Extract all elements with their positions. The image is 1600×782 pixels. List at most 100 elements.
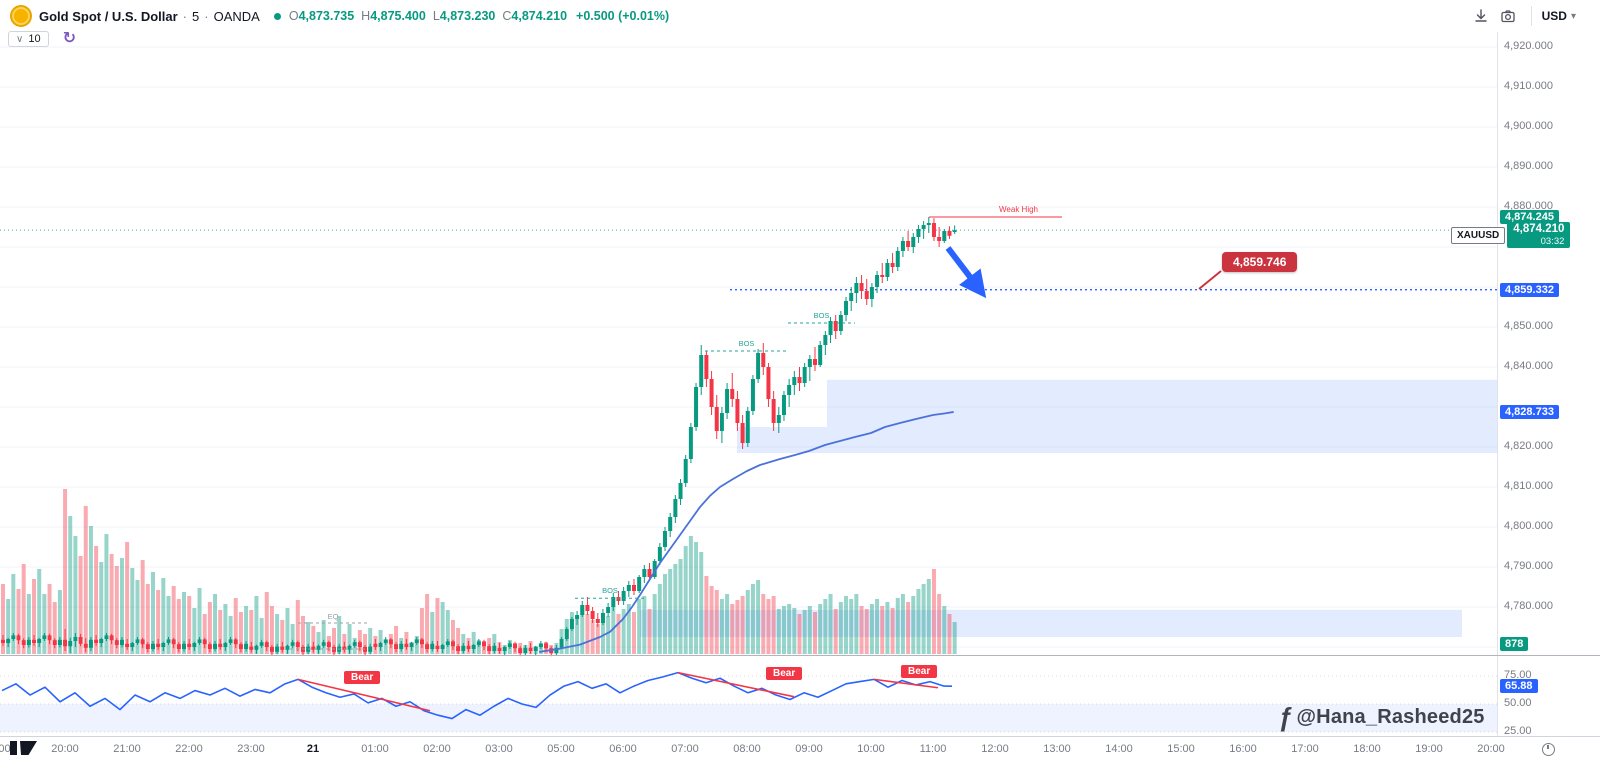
price-target-callout[interactable]: 4,859.746 bbox=[1222, 252, 1298, 272]
price-tick: 4,810.000 bbox=[1504, 480, 1553, 492]
time-axis[interactable]: :00 20:00 21:00 22:00 23:00 21 01:00 02:00 03:00… bbox=[0, 736, 1600, 782]
bear-label: Bear bbox=[344, 671, 381, 684]
candle-body bbox=[544, 643, 549, 649]
clock-icon[interactable] bbox=[1542, 743, 1555, 756]
close-value: 4,874.210 bbox=[511, 9, 568, 23]
volume-bar bbox=[435, 598, 440, 654]
volume-bar bbox=[818, 604, 823, 654]
time-label: 18:00 bbox=[1353, 743, 1381, 755]
time-label: 08:00 bbox=[733, 743, 761, 755]
volume-bar bbox=[425, 594, 430, 654]
tradingview-logo-icon[interactable] bbox=[10, 738, 40, 763]
camera-snapshot-icon[interactable] bbox=[1496, 4, 1520, 28]
volume-bar bbox=[130, 568, 135, 654]
volume-bar bbox=[771, 596, 776, 654]
volume-bar bbox=[580, 608, 585, 654]
price-axis[interactable]: 4,920.000 4,910.000 4,900.000 4,890.000 4,88… bbox=[1497, 32, 1600, 737]
volume-bar bbox=[781, 606, 786, 654]
candle-body bbox=[606, 607, 611, 613]
time-label: 19:00 bbox=[1415, 743, 1443, 755]
candle-body bbox=[171, 639, 176, 645]
candle-body bbox=[637, 577, 642, 591]
candle-body bbox=[440, 645, 445, 649]
candle-body bbox=[916, 229, 921, 237]
volume-bar bbox=[657, 584, 662, 654]
pane-separator[interactable] bbox=[0, 655, 1600, 656]
symbol-title[interactable]: Gold Spot / U.S. Dollar bbox=[39, 8, 178, 24]
volume-bar bbox=[885, 602, 890, 654]
candle-body bbox=[657, 547, 662, 561]
volume-bar bbox=[626, 604, 631, 654]
candle-body bbox=[450, 641, 455, 647]
bar-countdown-timer: 03:32 bbox=[1540, 236, 1565, 247]
volume-bar bbox=[807, 606, 812, 654]
candle-body bbox=[357, 642, 362, 647]
volume-bar bbox=[911, 596, 916, 654]
exchange-label[interactable]: OANDA bbox=[213, 8, 260, 24]
volume-bar bbox=[192, 608, 197, 654]
time-label: 23:00 bbox=[237, 743, 265, 755]
volume-bar bbox=[337, 616, 342, 654]
volume-bar bbox=[931, 569, 936, 654]
candle-body bbox=[430, 643, 435, 649]
candle-body bbox=[202, 639, 207, 645]
candle-body bbox=[802, 367, 807, 383]
collapsed-indicators-toggle[interactable]: ∨ 10 bbox=[8, 31, 49, 47]
annotations-layer[interactable]: Weak High BOS BOS BOS EQ bbox=[290, 205, 1222, 650]
ma-value-chip: 4,828.733 bbox=[1500, 405, 1559, 419]
candle-body bbox=[611, 597, 616, 607]
candle-body bbox=[26, 639, 31, 645]
candle-body bbox=[68, 641, 73, 647]
candle-body bbox=[895, 251, 900, 267]
close-label: C bbox=[502, 9, 512, 23]
candle-body bbox=[942, 231, 947, 241]
candle-body bbox=[600, 613, 605, 623]
candle-body bbox=[218, 643, 223, 647]
price-tick: 4,920.000 bbox=[1504, 40, 1553, 52]
rsi-pane-layer bbox=[0, 671, 1497, 733]
time-label: 13:00 bbox=[1043, 743, 1071, 755]
candle-body bbox=[688, 427, 693, 459]
volume-bar bbox=[937, 594, 942, 654]
currency-selector[interactable]: USD ▾ bbox=[1530, 6, 1586, 26]
drawn-arrow[interactable] bbox=[945, 246, 987, 299]
candle-body bbox=[797, 377, 802, 383]
candle-body bbox=[16, 635, 21, 641]
bear-label: Bear bbox=[901, 665, 938, 678]
volume-bar bbox=[311, 626, 316, 654]
candle-body bbox=[756, 353, 761, 379]
candle-body bbox=[900, 241, 905, 251]
top-toolbar: Gold Spot / U.S. Dollar · 5 · OANDA O4,8… bbox=[0, 0, 1600, 32]
volume-bar bbox=[849, 599, 854, 654]
replay-refresh-icon[interactable]: ↻ bbox=[62, 30, 76, 47]
candle-body bbox=[771, 399, 776, 423]
volume-bar bbox=[233, 598, 238, 654]
candle-body bbox=[554, 647, 559, 653]
volume-bar bbox=[140, 560, 145, 654]
candle-body bbox=[145, 644, 150, 649]
last-price-chip: 4,874.210 03:32 bbox=[1507, 222, 1571, 248]
indicator-tick: 25.00 bbox=[1504, 725, 1532, 737]
candle-body bbox=[11, 635, 16, 639]
candle-body bbox=[404, 643, 409, 647]
candle-body bbox=[523, 647, 528, 653]
volume-bar bbox=[104, 534, 109, 654]
candle-body bbox=[492, 645, 497, 651]
interval-label[interactable]: 5 bbox=[192, 8, 200, 24]
volume-bar bbox=[73, 536, 78, 654]
candle-body bbox=[352, 642, 357, 646]
volume-bar bbox=[838, 602, 843, 654]
candle-body bbox=[435, 645, 440, 649]
candle-body bbox=[192, 643, 197, 647]
volume-bar bbox=[332, 628, 337, 654]
volume-bar bbox=[616, 614, 621, 654]
volume-bar bbox=[135, 580, 140, 654]
candle-body bbox=[130, 643, 135, 647]
supply-demand-zones-layer[interactable] bbox=[640, 379, 1497, 637]
download-icon[interactable] bbox=[1469, 4, 1493, 28]
candle-body bbox=[533, 647, 538, 651]
price-tick: 4,840.000 bbox=[1504, 360, 1553, 372]
volume-bar bbox=[197, 588, 202, 654]
candle-body bbox=[730, 389, 735, 399]
